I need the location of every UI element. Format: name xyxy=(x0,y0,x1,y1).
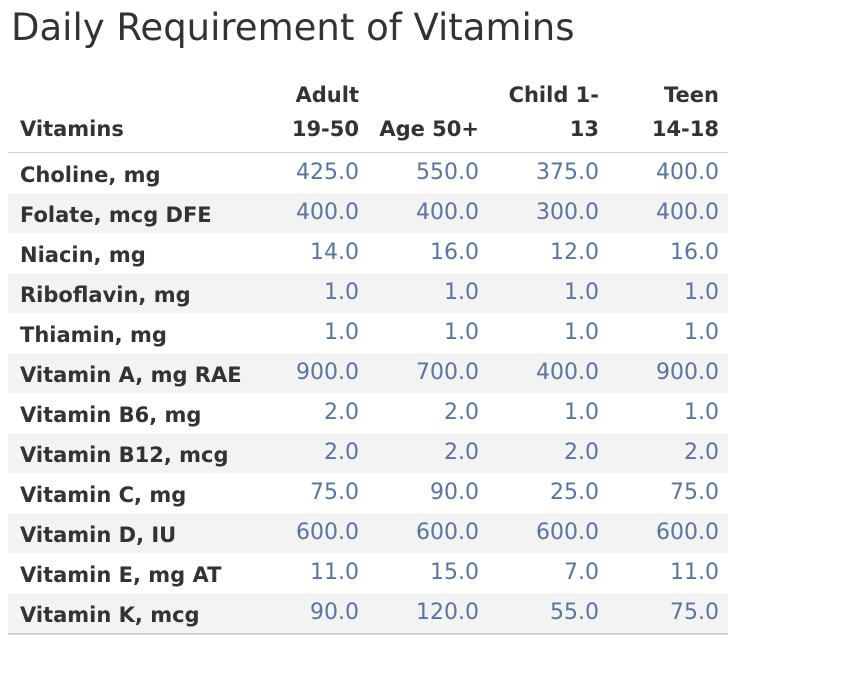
row-label: Riboflavin, mg xyxy=(20,283,191,307)
table-row: Vitamin A, mg RAE 900.0 700.0 400.0 900.0 xyxy=(8,353,728,393)
row-label: Vitamin B6, mg xyxy=(20,403,202,427)
value-cell: 11.0 xyxy=(670,560,719,585)
value-cell: 600.0 xyxy=(296,520,359,545)
row-label: Vitamin B12, mcg xyxy=(20,443,229,467)
value-cell: 2.0 xyxy=(324,400,359,425)
table-row: Folate, mcg DFE 400.0 400.0 300.0 400.0 xyxy=(8,193,728,233)
value-cell: 300.0 xyxy=(536,200,599,225)
table-row: Vitamin B12, mcg 2.0 2.0 2.0 2.0 xyxy=(8,433,728,473)
row-label: Thiamin, mg xyxy=(20,323,167,347)
table-bottom-rule xyxy=(8,633,728,635)
value-cell: 11.0 xyxy=(310,560,359,585)
value-cell: 400.0 xyxy=(296,200,359,225)
value-cell: 1.0 xyxy=(564,400,599,425)
value-cell: 7.0 xyxy=(564,560,599,585)
value-cell: 1.0 xyxy=(444,280,479,305)
value-cell: 2.0 xyxy=(324,440,359,465)
table-row: Riboflavin, mg 1.0 1.0 1.0 1.0 xyxy=(8,273,728,313)
value-cell: 375.0 xyxy=(536,160,599,185)
value-cell: 90.0 xyxy=(430,480,479,505)
value-cell: 1.0 xyxy=(684,400,719,425)
value-cell: 700.0 xyxy=(416,360,479,385)
value-cell: 600.0 xyxy=(416,520,479,545)
value-cell: 1.0 xyxy=(684,280,719,305)
table-row: Vitamin K, mcg 90.0 120.0 55.0 75.0 xyxy=(8,593,728,633)
value-cell: 400.0 xyxy=(536,360,599,385)
value-cell: 2.0 xyxy=(684,440,719,465)
value-cell: 1.0 xyxy=(444,320,479,345)
value-cell: 600.0 xyxy=(536,520,599,545)
value-cell: 900.0 xyxy=(656,360,719,385)
row-label: Vitamin D, IU xyxy=(20,523,177,547)
value-cell: 400.0 xyxy=(416,200,479,225)
value-cell: 16.0 xyxy=(430,240,479,265)
row-label: Vitamin E, mg AT xyxy=(20,563,222,587)
column-header-2: Child 1- 13 xyxy=(508,83,599,141)
value-cell: 2.0 xyxy=(564,440,599,465)
value-cell: 2.0 xyxy=(444,440,479,465)
value-cell: 15.0 xyxy=(430,560,479,585)
table-row: Niacin, mg 14.0 16.0 12.0 16.0 xyxy=(8,233,728,273)
table-row: Thiamin, mg 1.0 1.0 1.0 1.0 xyxy=(8,313,728,353)
value-cell: 1.0 xyxy=(564,280,599,305)
column-header-3: Teen 14-18 xyxy=(651,83,719,141)
value-cell: 120.0 xyxy=(416,600,479,625)
value-cell: 12.0 xyxy=(550,240,599,265)
row-header-label: Vitamins xyxy=(20,117,124,141)
column-header-0: Adult 19-50 xyxy=(291,83,359,141)
value-cell: 16.0 xyxy=(670,240,719,265)
value-cell: 75.0 xyxy=(310,480,359,505)
value-cell: 900.0 xyxy=(296,360,359,385)
page-title: Daily Requirement of Vitamins xyxy=(11,6,575,49)
value-cell: 400.0 xyxy=(656,160,719,185)
table-row: Vitamin C, mg 75.0 90.0 25.0 75.0 xyxy=(8,473,728,513)
row-label: Niacin, mg xyxy=(20,243,146,267)
column-header-1: Age 50+ xyxy=(379,117,479,141)
row-label: Folate, mcg DFE xyxy=(20,203,212,227)
value-cell: 14.0 xyxy=(310,240,359,265)
value-cell: 25.0 xyxy=(550,480,599,505)
vitamin-table: Vitamins Adult 19-50 Age 50+ Child 1- 13 Te… xyxy=(8,83,728,635)
table-body: Choline, mg 425.0 550.0 375.0 400.0 Folate, m… xyxy=(8,153,728,633)
value-cell: 75.0 xyxy=(670,600,719,625)
value-cell: 75.0 xyxy=(670,480,719,505)
value-cell: 2.0 xyxy=(444,400,479,425)
table-row: Choline, mg 425.0 550.0 375.0 400.0 xyxy=(8,153,728,193)
row-label: Vitamin C, mg xyxy=(20,483,187,507)
table-row: Vitamin D, IU 600.0 600.0 600.0 600.0 xyxy=(8,513,728,553)
value-cell: 600.0 xyxy=(656,520,719,545)
value-cell: 425.0 xyxy=(296,160,359,185)
table-row: Vitamin E, mg AT 11.0 15.0 7.0 11.0 xyxy=(8,553,728,593)
table-header: Vitamins Adult 19-50 Age 50+ Child 1- 13 Te… xyxy=(8,83,728,153)
value-cell: 55.0 xyxy=(550,600,599,625)
value-cell: 1.0 xyxy=(684,320,719,345)
row-label: Vitamin K, mcg xyxy=(20,603,200,627)
value-cell: 1.0 xyxy=(324,320,359,345)
value-cell: 400.0 xyxy=(656,200,719,225)
row-label: Vitamin A, mg RAE xyxy=(20,363,242,387)
value-cell: 1.0 xyxy=(324,280,359,305)
table-row: Vitamin B6, mg 2.0 2.0 1.0 1.0 xyxy=(8,393,728,433)
row-label: Choline, mg xyxy=(20,163,161,187)
value-cell: 90.0 xyxy=(310,600,359,625)
value-cell: 1.0 xyxy=(564,320,599,345)
value-cell: 550.0 xyxy=(416,160,479,185)
